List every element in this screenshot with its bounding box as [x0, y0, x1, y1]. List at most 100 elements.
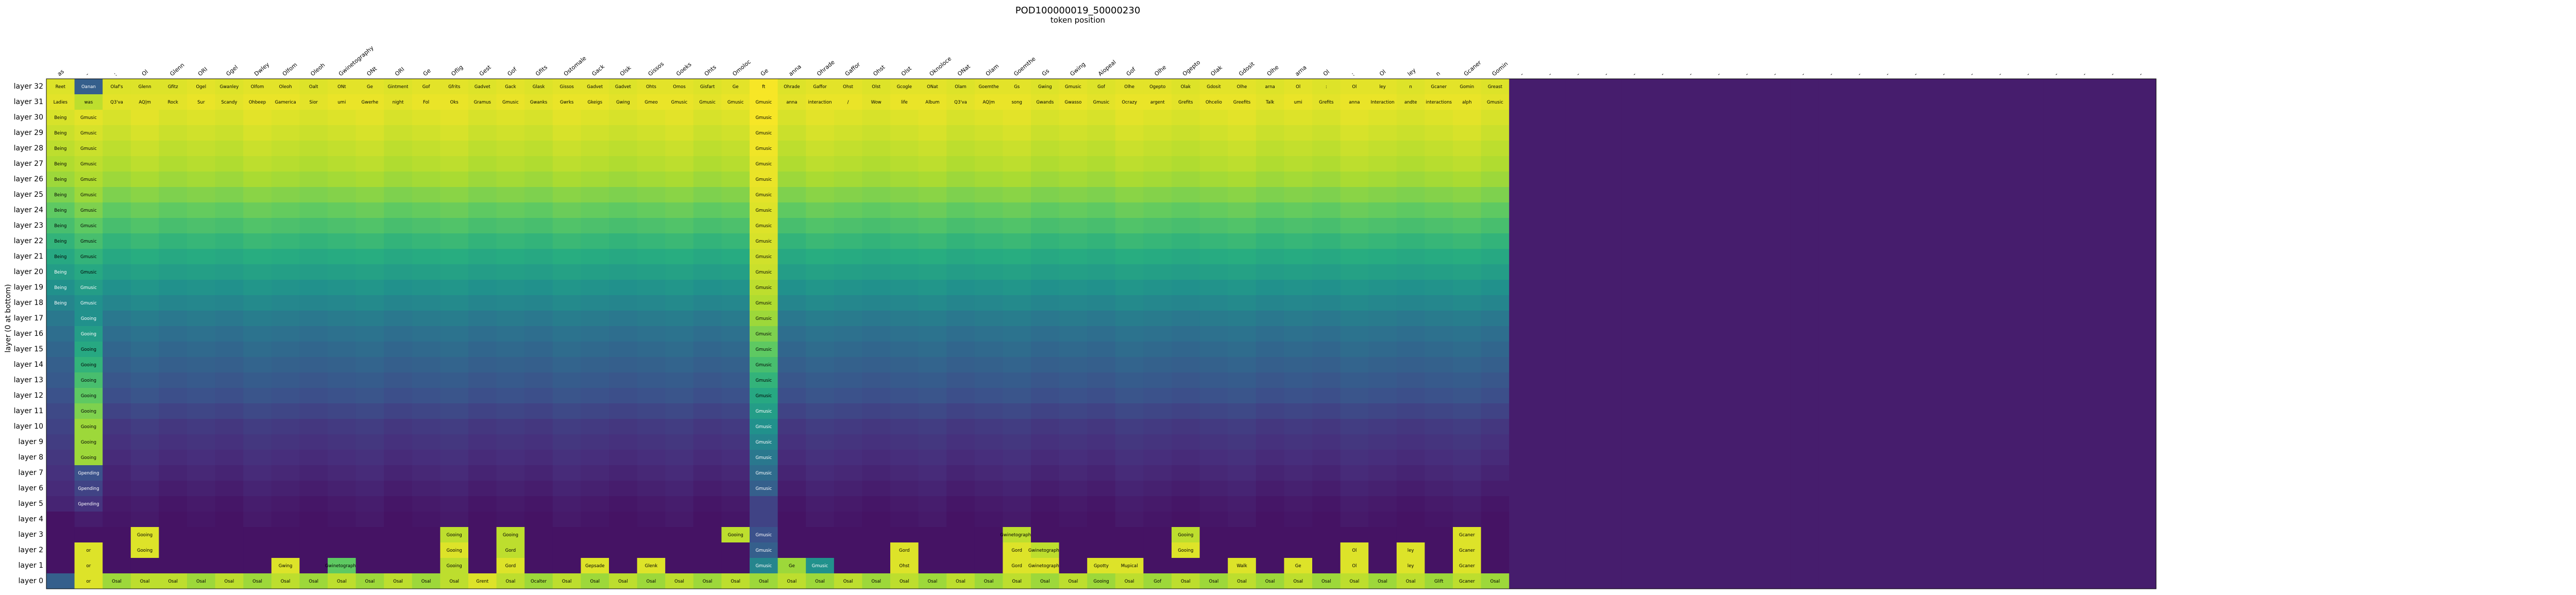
heatmap-cell: [440, 110, 469, 126]
heatmap-cell: [1790, 141, 1819, 157]
cell-label: Gmusic: [80, 177, 97, 182]
heatmap-cell: [1453, 403, 1482, 419]
heatmap-cell: [2072, 558, 2100, 574]
heatmap-cell: [806, 141, 835, 157]
heatmap-cell: [355, 573, 384, 589]
heatmap-cell: [1368, 94, 1397, 110]
heatmap-cell: [637, 187, 666, 203]
heatmap-cell: [159, 187, 188, 203]
heatmap-cell: [1875, 481, 1904, 497]
x-tick-label: Omoloc: [731, 58, 752, 77]
heatmap-cell: [750, 187, 778, 203]
heatmap-cell: [1228, 558, 1257, 574]
cell-label: Greast: [1488, 84, 1503, 90]
heatmap-cell: [609, 311, 638, 327]
heatmap-cell: [440, 264, 469, 280]
heatmap-cell: [1396, 481, 1425, 497]
heatmap-cell: [328, 94, 357, 110]
cell-label: Album: [925, 100, 939, 105]
heatmap-cell: [355, 403, 384, 419]
heatmap-cell: [2072, 357, 2100, 373]
heatmap-cell: [1818, 326, 1847, 342]
heatmap-cell: [946, 342, 975, 358]
heatmap-cell: [1481, 280, 1510, 296]
heatmap-cell: [1087, 527, 1116, 543]
heatmap-cell: [1228, 264, 1257, 280]
x-tick-label: -: [2025, 71, 2031, 78]
heatmap-cell: [2128, 79, 2157, 95]
heatmap-cell: [1818, 94, 1847, 110]
heatmap-cell: [721, 110, 750, 126]
heatmap-cell: [2099, 141, 2128, 157]
heatmap-cell: [1818, 187, 1847, 203]
heatmap-cell: [974, 481, 1003, 497]
heatmap-cell: [215, 202, 244, 218]
heatmap-cell: [890, 125, 919, 141]
heatmap-cell: [1368, 172, 1397, 188]
heatmap-cell: [1537, 527, 1566, 543]
heatmap-cell: [46, 110, 75, 126]
heatmap-cell: [777, 94, 806, 110]
heatmap-cell: [1621, 372, 1650, 388]
heatmap-cell: [187, 218, 216, 234]
y-tick-label: layer 16: [14, 330, 43, 338]
heatmap-cell: [215, 264, 244, 280]
heatmap-cell: [187, 465, 216, 481]
heatmap-cell: [1396, 434, 1425, 450]
heatmap-cell: [1762, 357, 1791, 373]
cell-label: interaction: [808, 100, 832, 105]
heatmap-cell: [1818, 110, 1847, 126]
heatmap-cell: [1959, 527, 1988, 543]
heatmap-cell: [74, 372, 103, 388]
heatmap-cell: [187, 388, 216, 404]
heatmap-cell: [1762, 419, 1791, 435]
y-tick-label: layer 6: [19, 484, 44, 492]
heatmap-cell: [1312, 403, 1341, 419]
heatmap-cell: [1650, 465, 1679, 481]
heatmap-cell: [1003, 465, 1031, 481]
heatmap-cell: [1481, 419, 1510, 435]
heatmap-cell: [2072, 311, 2100, 327]
heatmap-cell: [1453, 202, 1482, 218]
heatmap-cell: [1453, 79, 1482, 95]
heatmap-cell: [159, 419, 188, 435]
heatmap-cell: [1903, 326, 1931, 342]
heatmap-cell: [1340, 280, 1369, 296]
heatmap-cell: [1059, 357, 1088, 373]
heatmap-cell: [1875, 357, 1904, 373]
heatmap-cell: [1509, 280, 1538, 296]
heatmap-cell: [1143, 233, 1172, 249]
heatmap-cell: [1565, 481, 1594, 497]
heatmap-cell: [1031, 573, 1060, 589]
heatmap-cell: [440, 512, 469, 528]
heatmap-cell: [1846, 512, 1875, 528]
heatmap-cell: [1621, 187, 1650, 203]
heatmap-cell: [1284, 202, 1313, 218]
heatmap-cell: [355, 172, 384, 188]
heatmap-cell: [2015, 372, 2044, 388]
heatmap-cell: [1959, 419, 1988, 435]
heatmap-cell: [834, 156, 862, 172]
heatmap-cell: [159, 202, 188, 218]
heatmap-cell: [665, 573, 694, 589]
heatmap-cell: [721, 264, 750, 280]
heatmap-cell: [552, 357, 581, 373]
heatmap-cell: [1143, 512, 1172, 528]
heatmap-cell: [1987, 202, 2016, 218]
heatmap-cell: [1846, 280, 1875, 296]
heatmap-cell: [862, 218, 891, 234]
cell-label: life: [901, 100, 908, 105]
heatmap-cell: [1284, 512, 1313, 528]
heatmap-cell: [609, 94, 638, 110]
heatmap-cell: [1594, 202, 1622, 218]
heatmap-cell: [581, 481, 609, 497]
cell-label: Gomin: [1460, 84, 1474, 90]
heatmap-cell: [159, 465, 188, 481]
heatmap-cell: [2043, 326, 2072, 342]
heatmap-cell: [1509, 512, 1538, 528]
heatmap-cell: [1987, 141, 2016, 157]
heatmap-cell: [468, 295, 497, 311]
heatmap-cell: [1087, 125, 1116, 141]
heatmap-cell: [271, 187, 300, 203]
heatmap-cell: [1031, 79, 1060, 95]
